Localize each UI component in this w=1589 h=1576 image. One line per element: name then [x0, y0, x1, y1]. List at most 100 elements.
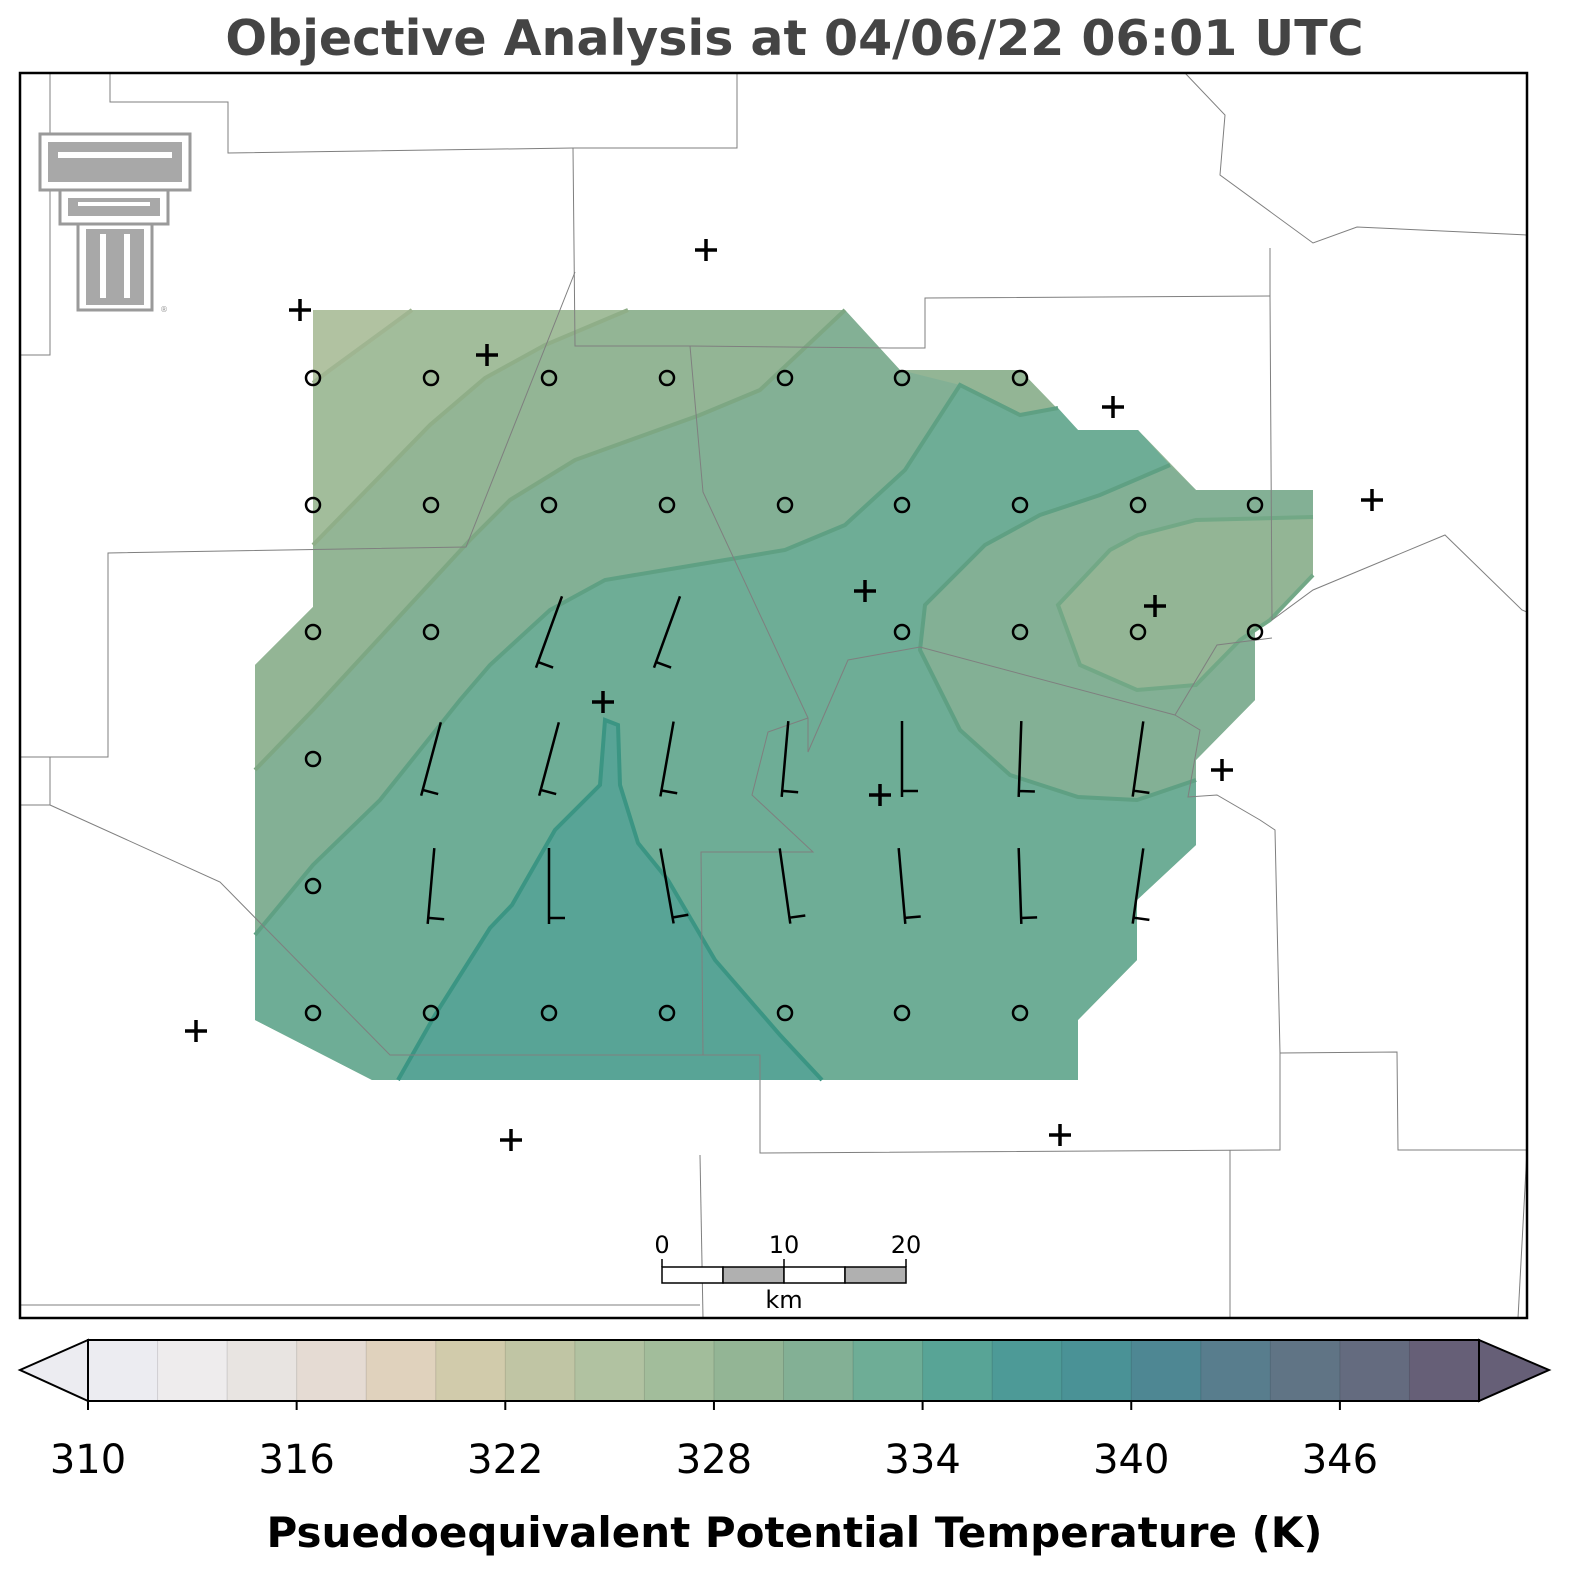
- scale-unit: km: [765, 1286, 803, 1314]
- colorbar-cell: [853, 1340, 924, 1401]
- colorbar-cell: [1200, 1340, 1271, 1401]
- calm-wind-circle: [540, 1004, 558, 1022]
- calm-wind-circle: [893, 623, 911, 641]
- calm-wind-circle: [658, 369, 676, 387]
- scale-bar: [661, 1259, 907, 1284]
- map-title: Objective Analysis at 04/06/22 06:01 UTC: [225, 10, 1364, 67]
- colorbar-tick-label: 340: [1093, 1437, 1170, 1483]
- colorbar-cell: [922, 1340, 993, 1401]
- surface-stations: [185, 239, 1383, 1151]
- calm-wind-circle: [1011, 496, 1029, 514]
- theta-e-band-332: [398, 720, 822, 1080]
- county-boundaries: [20, 73, 1527, 1318]
- wind-barb: [426, 848, 445, 924]
- calm-wind-circle: [776, 496, 794, 514]
- calm-wind-circle: [893, 496, 911, 514]
- calm-wind-circle: [658, 1004, 676, 1022]
- calm-wind-circle: [422, 1004, 440, 1022]
- colorbar-cell: [1409, 1340, 1480, 1401]
- colorbar-extend-low: [17, 1338, 89, 1403]
- station-marker: [592, 691, 614, 713]
- wind-barb: [897, 848, 921, 924]
- scale-label-20: 20: [890, 1231, 922, 1259]
- calm-wind-circle: [1246, 623, 1264, 641]
- theta-e-band-324: [313, 310, 628, 545]
- theta-e-band-326b: [255, 310, 845, 770]
- colorbar-cell: [574, 1340, 645, 1401]
- colorbar-cell: [227, 1340, 298, 1401]
- wind-barb: [534, 595, 564, 669]
- colorbar-cell: [435, 1340, 506, 1401]
- colorbar-cell: [1270, 1340, 1341, 1401]
- colorbar-cell: [157, 1340, 228, 1401]
- calm-wind-circle: [422, 369, 440, 387]
- map-frame: [18, 71, 1529, 1320]
- theta-e-band-326-east: [1058, 517, 1313, 690]
- wind-barb: [659, 848, 689, 924]
- svg-text:®: ®: [160, 305, 168, 314]
- map-plot: ®: [18, 71, 1529, 1320]
- calm-wind-circle: [1011, 369, 1029, 387]
- calm-wind-circle: [540, 369, 558, 387]
- station-marker: [500, 1129, 522, 1151]
- colorbar: [17, 1338, 1552, 1410]
- calm-wind-circle: [304, 750, 322, 768]
- calm-wind-circle: [304, 1004, 322, 1022]
- station-marker: [1102, 396, 1124, 418]
- station-marker: [185, 1020, 207, 1042]
- wind-barb: [1131, 721, 1150, 797]
- station-marker: [1211, 759, 1233, 781]
- colorbar-cell: [1061, 1340, 1132, 1401]
- colorbar-cell: [644, 1340, 715, 1401]
- station-marker: [1144, 595, 1166, 617]
- station-marker: [869, 784, 891, 806]
- calm-wind-circle: [304, 369, 322, 387]
- calm-wind-circle: [1129, 623, 1147, 641]
- calm-wind-circle: [304, 877, 322, 895]
- analysis-fill: [255, 310, 1313, 1080]
- station-marker: [695, 239, 717, 261]
- contour-330: [396, 717, 824, 1082]
- wind-barb: [547, 848, 565, 924]
- calm-wind-circle: [776, 369, 794, 387]
- colorbar-cell: [783, 1340, 854, 1401]
- calm-wind-circle: [422, 496, 440, 514]
- calm-wind-circle: [658, 496, 676, 514]
- contour-328: [253, 382, 1059, 937]
- contour-328-east: [917, 463, 1197, 803]
- station-marker: [1049, 1124, 1071, 1146]
- calm-wind-circle: [893, 369, 911, 387]
- contour-322: [311, 308, 414, 385]
- calm-wind-circle: [1011, 623, 1029, 641]
- colorbar-extend-high: [1478, 1338, 1552, 1403]
- colorbar-cell: [1131, 1340, 1202, 1401]
- calm-wind-circle: [540, 496, 558, 514]
- station-marker: [1361, 489, 1383, 511]
- station-marker: [476, 344, 498, 366]
- colorbar-cell: [713, 1340, 784, 1401]
- wind-barb: [1131, 848, 1150, 924]
- colorbar-tick-label: 310: [49, 1437, 127, 1483]
- calm-wind-circle: [776, 1004, 794, 1022]
- calm-wind-circle: [893, 1004, 911, 1022]
- theta-e-band-330: [255, 385, 1196, 1080]
- colorbar-tick-label: 316: [258, 1437, 335, 1483]
- calm-wind-circle: [304, 623, 322, 641]
- colorbar-cell: [1339, 1340, 1410, 1401]
- calm-wind-circle: [1011, 1004, 1029, 1022]
- colorbar-tick-label: 328: [675, 1437, 753, 1483]
- calm-wind-circle: [1129, 496, 1147, 514]
- scale-label-10: 10: [768, 1231, 800, 1259]
- contour-lines: [253, 308, 1315, 1082]
- calm-wind-circle: [422, 623, 440, 641]
- wind-barb: [659, 721, 678, 797]
- colorbar-cell: [992, 1340, 1063, 1401]
- colorbar-cell: [296, 1340, 367, 1401]
- colorbar-tick-label: 346: [1301, 1437, 1379, 1483]
- colorbar-label: Psuedoequivalent Potential Temperature (…: [266, 1508, 1323, 1557]
- wind-barb: [537, 721, 561, 797]
- wind-barb: [778, 848, 806, 924]
- wind-barb: [652, 595, 682, 669]
- wind-observations: [304, 369, 1264, 1022]
- contour-326-east: [1055, 515, 1315, 693]
